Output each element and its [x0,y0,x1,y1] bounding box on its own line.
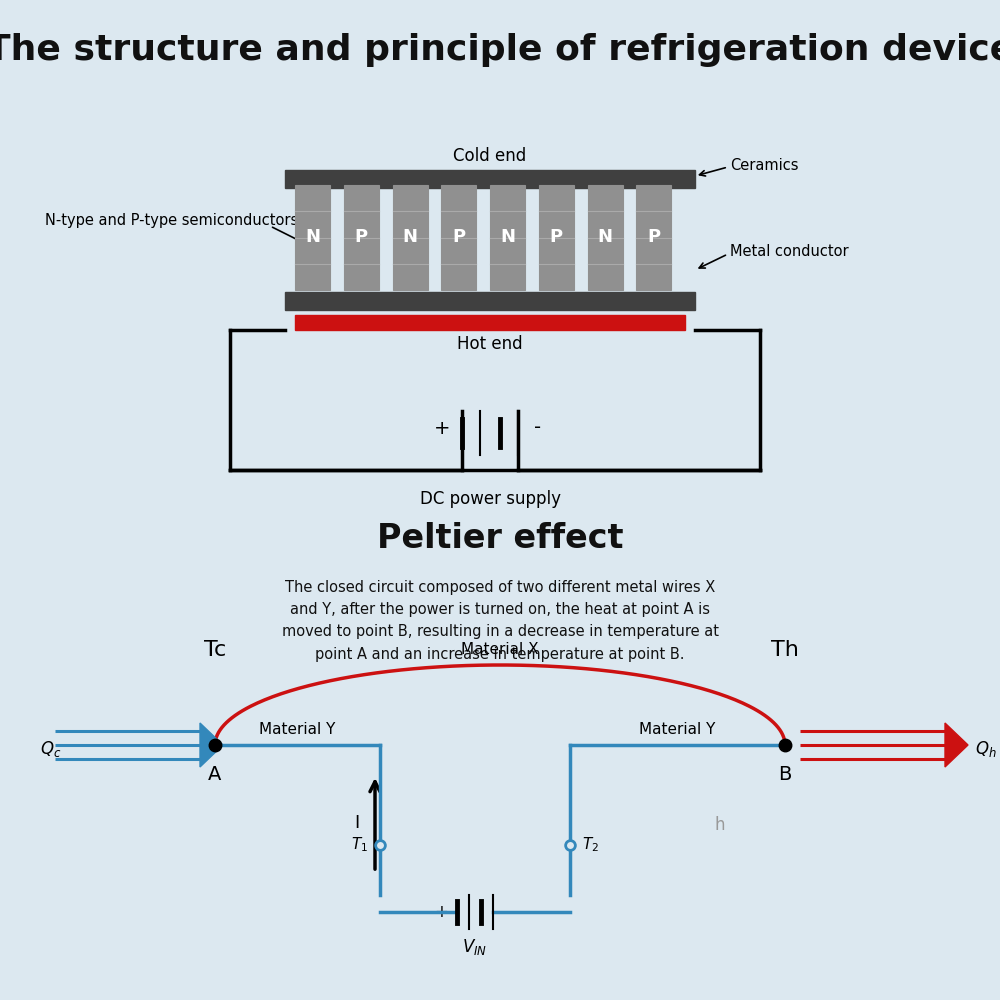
Bar [539,185,574,290]
Text: P: P [355,229,368,246]
Text: $T_1$: $T_1$ [351,836,368,854]
Text: P: P [452,229,465,246]
Text: B: B [778,765,792,784]
Text: Material Y: Material Y [639,722,716,737]
Bar [636,185,671,290]
Text: Ceramics: Ceramics [730,157,798,172]
Bar [285,170,695,188]
Text: +: + [434,418,450,438]
Bar [392,185,428,290]
Text: A: A [208,765,222,784]
Text: -: - [534,418,542,438]
Bar [441,185,476,290]
Bar [490,185,525,290]
Text: +: + [434,903,448,921]
Bar [295,185,330,290]
Text: I: I [354,814,360,832]
Text: Metal conductor: Metal conductor [730,244,849,259]
Text: DC power supply: DC power supply [420,490,560,508]
Text: Cold end: Cold end [453,147,527,165]
Text: Hot end: Hot end [457,335,523,353]
Text: Peltier effect: Peltier effect [377,522,623,554]
Text: Th: Th [771,640,799,660]
Text: h: h [715,816,725,834]
Text: N: N [305,229,320,246]
Text: N: N [403,229,418,246]
Text: Material X: Material X [461,642,539,657]
Bar [344,185,379,290]
Text: $Q_h$: $Q_h$ [975,739,997,759]
Text: $V_{IN}$: $V_{IN}$ [462,937,488,957]
Text: The structure and principle of refrigeration device: The structure and principle of refrigera… [0,33,1000,67]
Text: P: P [647,229,660,246]
Bar [295,315,685,330]
Polygon shape [945,723,968,767]
Text: The closed circuit composed of two different metal wires X
and Y, after the powe: The closed circuit composed of two diffe… [282,580,718,662]
Text: $Q_c$: $Q_c$ [40,739,61,759]
Text: Material Y: Material Y [259,722,336,737]
Text: Tc: Tc [204,640,226,660]
Bar [588,185,623,290]
Text: N: N [598,229,613,246]
Polygon shape [200,723,223,767]
Text: N: N [500,229,515,246]
Text: P: P [550,229,563,246]
Bar [285,292,695,310]
Text: -: - [506,903,512,921]
Text: N-type and P-type semiconductors: N-type and P-type semiconductors [45,213,298,228]
Text: $T_2$: $T_2$ [582,836,599,854]
